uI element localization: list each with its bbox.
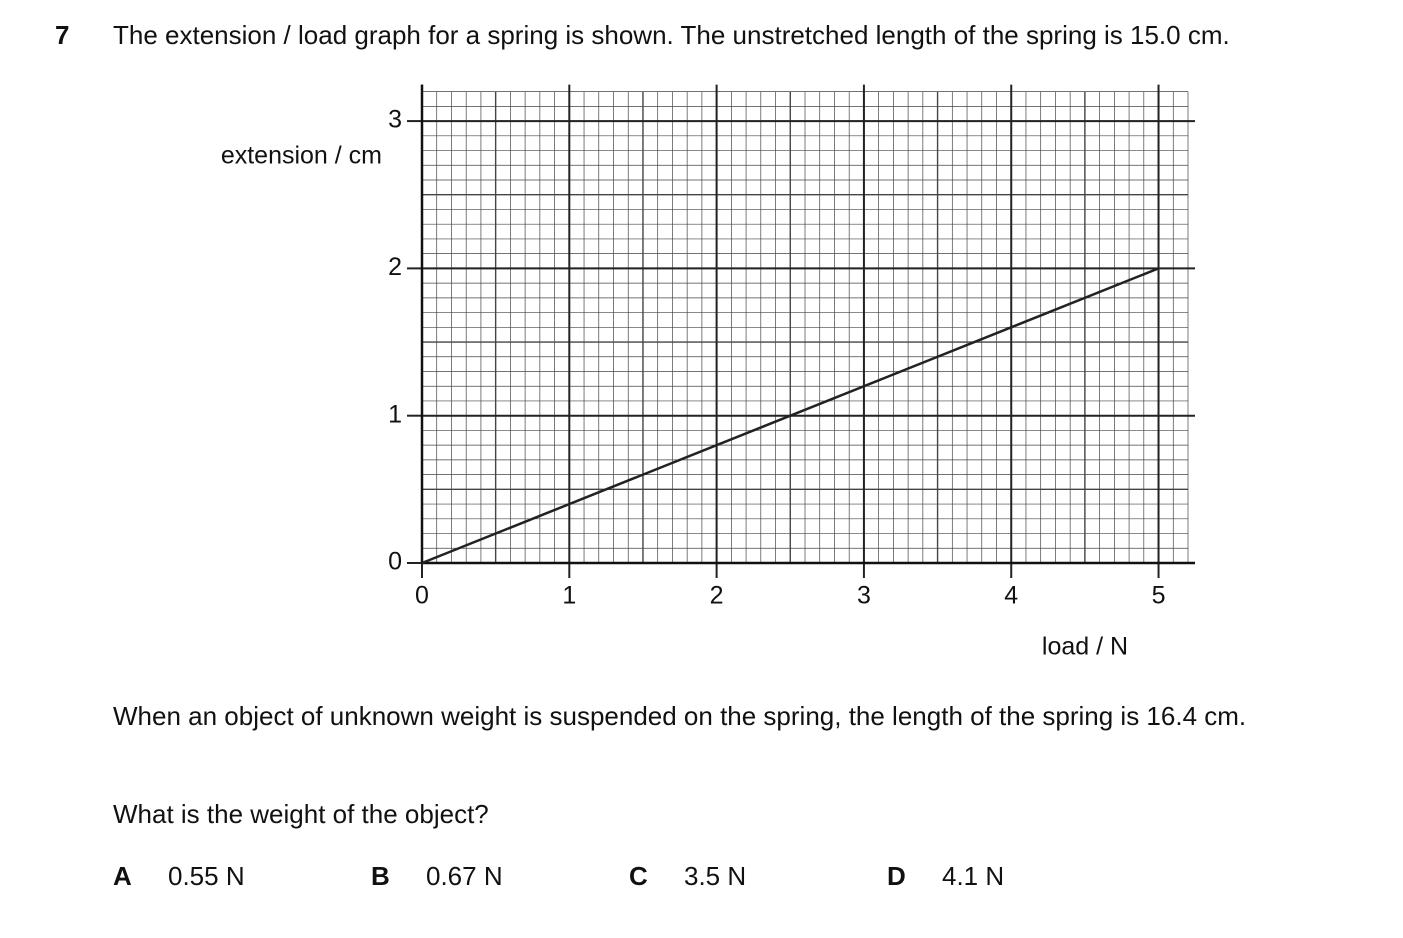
y-tick-label: 1 [388,400,402,428]
y-tick-label: 3 [388,106,402,134]
y-axis-label: extension / cm [221,142,382,170]
prompt-text: What is the weight of the object? [113,799,489,829]
x-tick-label: 2 [710,582,724,610]
option-letter: B [371,861,390,891]
x-tick-label: 5 [1152,582,1166,610]
question-text: The extension / load graph for a spring … [113,20,1230,50]
option-text: 3.5 N [684,861,747,891]
option-letter: A [113,861,132,891]
y-tick-label: 0 [388,548,402,576]
x-tick-label: 3 [857,582,871,610]
x-axis-label: load / N [1042,633,1128,661]
x-tick-label: 0 [415,582,429,610]
option-text: 0.55 N [168,861,245,891]
y-tick-label: 2 [388,253,402,281]
option-letter: C [629,861,648,891]
question-number: 7 [55,20,70,50]
x-tick-label: 1 [562,582,576,610]
option-text: 0.67 N [426,861,503,891]
x-tick-label: 4 [1004,582,1018,610]
option-letter: D [887,861,906,891]
option-text: 4.1 N [942,861,1005,891]
follow-up-text: When an object of unknown weight is susp… [113,701,1247,731]
data-line [421,267,1160,565]
